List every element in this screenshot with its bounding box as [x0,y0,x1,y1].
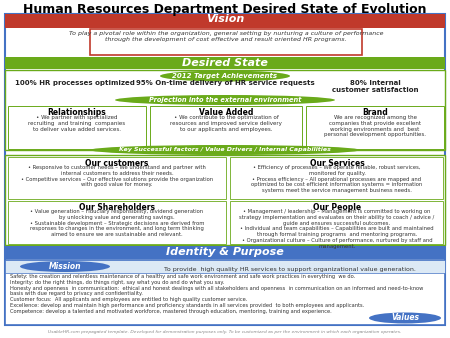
Ellipse shape [115,95,335,105]
Text: Value Added: Value Added [199,108,253,117]
Text: We are recognized among the
companies that provide excellent
working environment: We are recognized among the companies th… [324,115,426,138]
Bar [5,260,445,273]
Text: UsableHR.com prepagated template. Developed for demonstration purposes only. To : UsableHR.com prepagated template. Develo… [48,330,402,334]
Text: • Management / leadership – Management is committed to working on
strategy imple: • Management / leadership – Management i… [239,209,435,249]
Text: 95% On-time delivery of HR service requests: 95% On-time delivery of HR service reque… [135,80,315,86]
Text: To provide  high quality HR services to support organizational value generation.: To provide high quality HR services to s… [164,267,416,272]
Text: Vision: Vision [206,14,244,24]
Bar [8,157,226,199]
Ellipse shape [20,261,110,272]
Bar [230,201,443,244]
Text: Our customers: Our customers [86,159,148,168]
Text: Brand: Brand [362,108,388,117]
Bar [8,106,146,149]
Bar [90,29,362,55]
Text: Human Resources Department Desired State of Evolution: Human Resources Department Desired State… [23,3,427,16]
Ellipse shape [160,71,290,81]
Bar [306,106,444,149]
Text: Mission: Mission [49,262,81,271]
Bar [230,157,443,199]
Bar [5,70,445,150]
Text: Our Shareholders: Our Shareholders [79,203,155,212]
Text: Our People: Our People [313,203,361,212]
Text: 2012 Target Achievements: 2012 Target Achievements [172,73,278,79]
Text: Relationships: Relationships [48,108,106,117]
Text: 100% HR processes optimized: 100% HR processes optimized [15,80,135,86]
Text: • Efficiency of processes – We operate reliable, robust services,
monitored for : • Efficiency of processes – We operate r… [252,165,423,193]
Bar [5,260,445,325]
Text: Our Services: Our Services [310,159,364,168]
Text: • We partner with specialized
recruiting  and training  companies
to deliver val: • We partner with specialized recruiting… [28,115,126,131]
Bar [5,155,445,245]
Bar [150,106,302,149]
Text: 80% Internal
customer satisfaction: 80% Internal customer satisfaction [332,80,418,93]
Bar [5,14,445,28]
Text: • Responsive to customer needs – We understand and partner with
internal custome: • Responsive to customer needs – We unde… [21,165,213,187]
Ellipse shape [90,145,360,155]
Text: Projection into the external environment: Projection into the external environment [149,97,301,103]
Text: To play a pivotal role within the organization, general setting by nurturing a c: To play a pivotal role within the organi… [69,31,383,42]
Text: Identity & Purpose: Identity & Purpose [166,247,284,257]
Text: • Value generation – Fiduciary responsibility, dividend generation
by unlocking : • Value generation – Fiduciary responsib… [30,209,204,237]
Text: Values: Values [391,314,419,322]
Ellipse shape [369,313,441,323]
Bar [8,201,226,244]
Text: Desired State: Desired State [182,58,268,68]
Text: Safety: the creation and relentless maintenance of a healthy and safe work envir: Safety: the creation and relentless main… [10,274,423,314]
Text: • We contribute to the optimization of
resources and improved service delivery
t: • We contribute to the optimization of r… [170,115,282,131]
Bar [5,246,445,259]
Text: Key Successful factors / Value Drivers / Internal Capabilities: Key Successful factors / Value Drivers /… [119,147,331,152]
Bar [5,57,445,69]
